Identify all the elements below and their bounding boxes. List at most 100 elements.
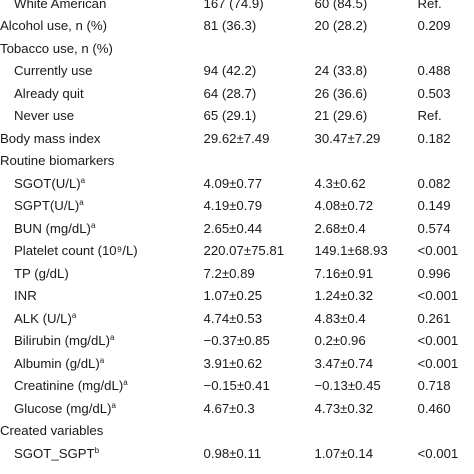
p-value-cell: 0.718	[417, 378, 451, 394]
table-row: Routine biomarkers	[0, 150, 474, 173]
group-value-cell	[204, 150, 315, 173]
p-value-cell: 0.149	[417, 198, 451, 214]
group-value-cell	[204, 37, 315, 60]
group-value-cell: 65 (29.1)	[203, 108, 257, 124]
group-value-cell: −0.37±0.85	[203, 333, 270, 349]
group-value-cell: 4.73±0.32	[314, 400, 374, 416]
p-value-cell: 0.503	[417, 85, 451, 101]
table-row: Platelet count (10⁹/L) 220.07±75.81 149.1±…	[0, 240, 474, 263]
row-label-cell: Already quit	[0, 82, 204, 105]
row-label: Glucose (mg/dL)	[14, 400, 112, 416]
row-label-cell: Routine biomarkers	[0, 150, 204, 173]
group-value-cell: 1.07±0.25	[203, 288, 263, 304]
table-row: ALK (U/L)a 4.74±0.53 4.83±0.4 0.261	[0, 307, 474, 330]
table-row: INR 1.07±0.25 1.24±0.32 <0.001	[0, 285, 474, 308]
table-row: Currently use 94 (42.2) 24 (33.8) 0.488	[0, 60, 474, 83]
row-label-cell: TP (g/dL)	[0, 262, 204, 285]
row-label-cell: Currently use	[0, 60, 204, 83]
p-value-cell: 0.460	[417, 400, 451, 416]
row-label-cell: Creatinine (mg/dL)a	[0, 375, 204, 398]
footnote-marker: b	[94, 445, 100, 455]
group-value-cell: 0.2±0.96	[314, 333, 366, 349]
footnote-marker: a	[90, 220, 96, 230]
p-value-cell: Ref.	[417, 0, 442, 11]
table-row: Tobacco use, n (%)	[0, 37, 474, 60]
row-label-cell: Platelet count (10⁹/L)	[0, 240, 204, 263]
group-value-cell: 60 (84.5)	[314, 0, 368, 11]
row-label: Albumin (g/dL)	[14, 355, 100, 371]
group-value-cell	[314, 420, 417, 443]
p-value-cell: Ref.	[417, 108, 442, 124]
footnote-marker: a	[99, 355, 105, 365]
table-row: White American 167 (74.9) 60 (84.5) Ref.	[0, 0, 474, 15]
group-value-cell: 220.07±75.81	[203, 243, 285, 259]
row-label-cell: Never use	[0, 105, 204, 128]
row-label-cell: Created variables	[0, 420, 204, 443]
group-value-cell: 4.74±0.53	[203, 310, 263, 326]
row-label: Creatinine (mg/dL)	[14, 378, 124, 394]
p-value-cell: 0.488	[417, 63, 451, 79]
row-label-cell: INR	[0, 285, 204, 308]
row-label-cell: Tobacco use, n (%)	[0, 37, 204, 60]
group-value-cell: 1.24±0.32	[314, 288, 374, 304]
table-row: Created variables	[0, 420, 474, 443]
footnote-marker: a	[110, 333, 115, 343]
table-row: Creatinine (mg/dL)a −0.15±0.41 −0.13±0.45 0…	[0, 375, 474, 398]
row-label: Alcohol use, n (%)	[0, 18, 108, 34]
group-value-cell: 29.62±7.49	[203, 130, 270, 146]
group-value-cell: 4.83±0.4	[314, 310, 366, 326]
group-value-cell: 4.67±0.3	[203, 400, 255, 416]
p-value-cell: <0.001	[417, 333, 459, 349]
row-label: SGPT(U/L)	[14, 198, 80, 214]
group-value-cell: 64 (28.7)	[203, 85, 257, 101]
group-value-cell: 3.91±0.62	[203, 355, 263, 371]
group-value-cell: 0.98±0.11	[203, 445, 262, 461]
row-label: INR	[14, 288, 37, 304]
row-label-cell: Bilirubin (mg/dL)a	[0, 330, 204, 353]
row-label: Currently use	[14, 63, 93, 79]
p-value-cell: 0.574	[417, 220, 451, 236]
group-value-cell: 4.19±0.79	[203, 198, 263, 214]
row-label-cell: Albumin (g/dL)a	[0, 352, 204, 375]
row-label-cell: SGPT(U/L)a	[0, 195, 204, 218]
row-label-cell: ALK (U/L)a	[0, 307, 204, 330]
table-row: Albumin (g/dL)a 3.91±0.62 3.47±0.74 <0.001	[0, 352, 474, 375]
p-value-cell: 0.082	[417, 175, 451, 191]
group-value-cell: 4.09±0.77	[203, 175, 263, 191]
p-value-cell: <0.001	[417, 355, 459, 371]
footnote-marker: a	[79, 198, 84, 208]
row-label: Never use	[14, 108, 75, 124]
row-label: Tobacco use, n (%)	[0, 40, 113, 56]
group-value-cell: 167 (74.9)	[203, 0, 264, 11]
p-value-cell: <0.001	[417, 288, 459, 304]
group-value-cell: −0.15±0.41	[203, 378, 270, 394]
row-label-cell: Glucose (mg/dL)a	[0, 397, 204, 420]
group-value-cell: 94 (42.2)	[203, 63, 257, 79]
footnote-marker: a	[111, 400, 116, 410]
row-label: TP (g/dL)	[14, 265, 69, 281]
group-value-cell: 20 (28.2)	[314, 18, 368, 34]
p-value-cell	[418, 150, 474, 173]
p-value-cell: 0.182	[417, 130, 451, 146]
table-row: Body mass index 29.62±7.49 30.47±7.29 0.182	[0, 127, 474, 150]
row-label-cell: SGOT_SGPTb	[0, 442, 204, 465]
row-label: Routine biomarkers	[0, 153, 115, 169]
table-row: Alcohol use, n (%) 81 (36.3) 20 (28.2) 0.20…	[0, 15, 474, 38]
p-value-cell: 0.996	[417, 265, 451, 281]
group-value-cell: 149.1±68.93	[314, 243, 388, 259]
group-value-cell: 4.08±0.72	[314, 198, 374, 214]
p-value-cell: 0.209	[417, 18, 451, 34]
p-value-cell	[418, 420, 474, 443]
group-value-cell: −0.13±0.45	[314, 378, 381, 394]
table-row: Never use 65 (29.1) 21 (29.6) Ref.	[0, 105, 474, 128]
group-value-cell: 21 (29.6)	[314, 108, 368, 124]
row-label-cell: Alcohol use, n (%)	[0, 15, 204, 38]
p-value-cell	[418, 37, 474, 60]
table-row: SGOT_SGPTb 0.98±0.11 1.07±0.14 <0.001	[0, 442, 474, 465]
group-value-cell: 2.65±0.44	[203, 220, 263, 236]
row-label: ALK (U/L)	[14, 310, 72, 326]
footnote-marker: a	[123, 378, 128, 388]
table-row: SGOT(U/L)a 4.09±0.77 4.3±0.62 0.082	[0, 172, 474, 195]
p-value-cell: <0.001	[417, 243, 459, 259]
